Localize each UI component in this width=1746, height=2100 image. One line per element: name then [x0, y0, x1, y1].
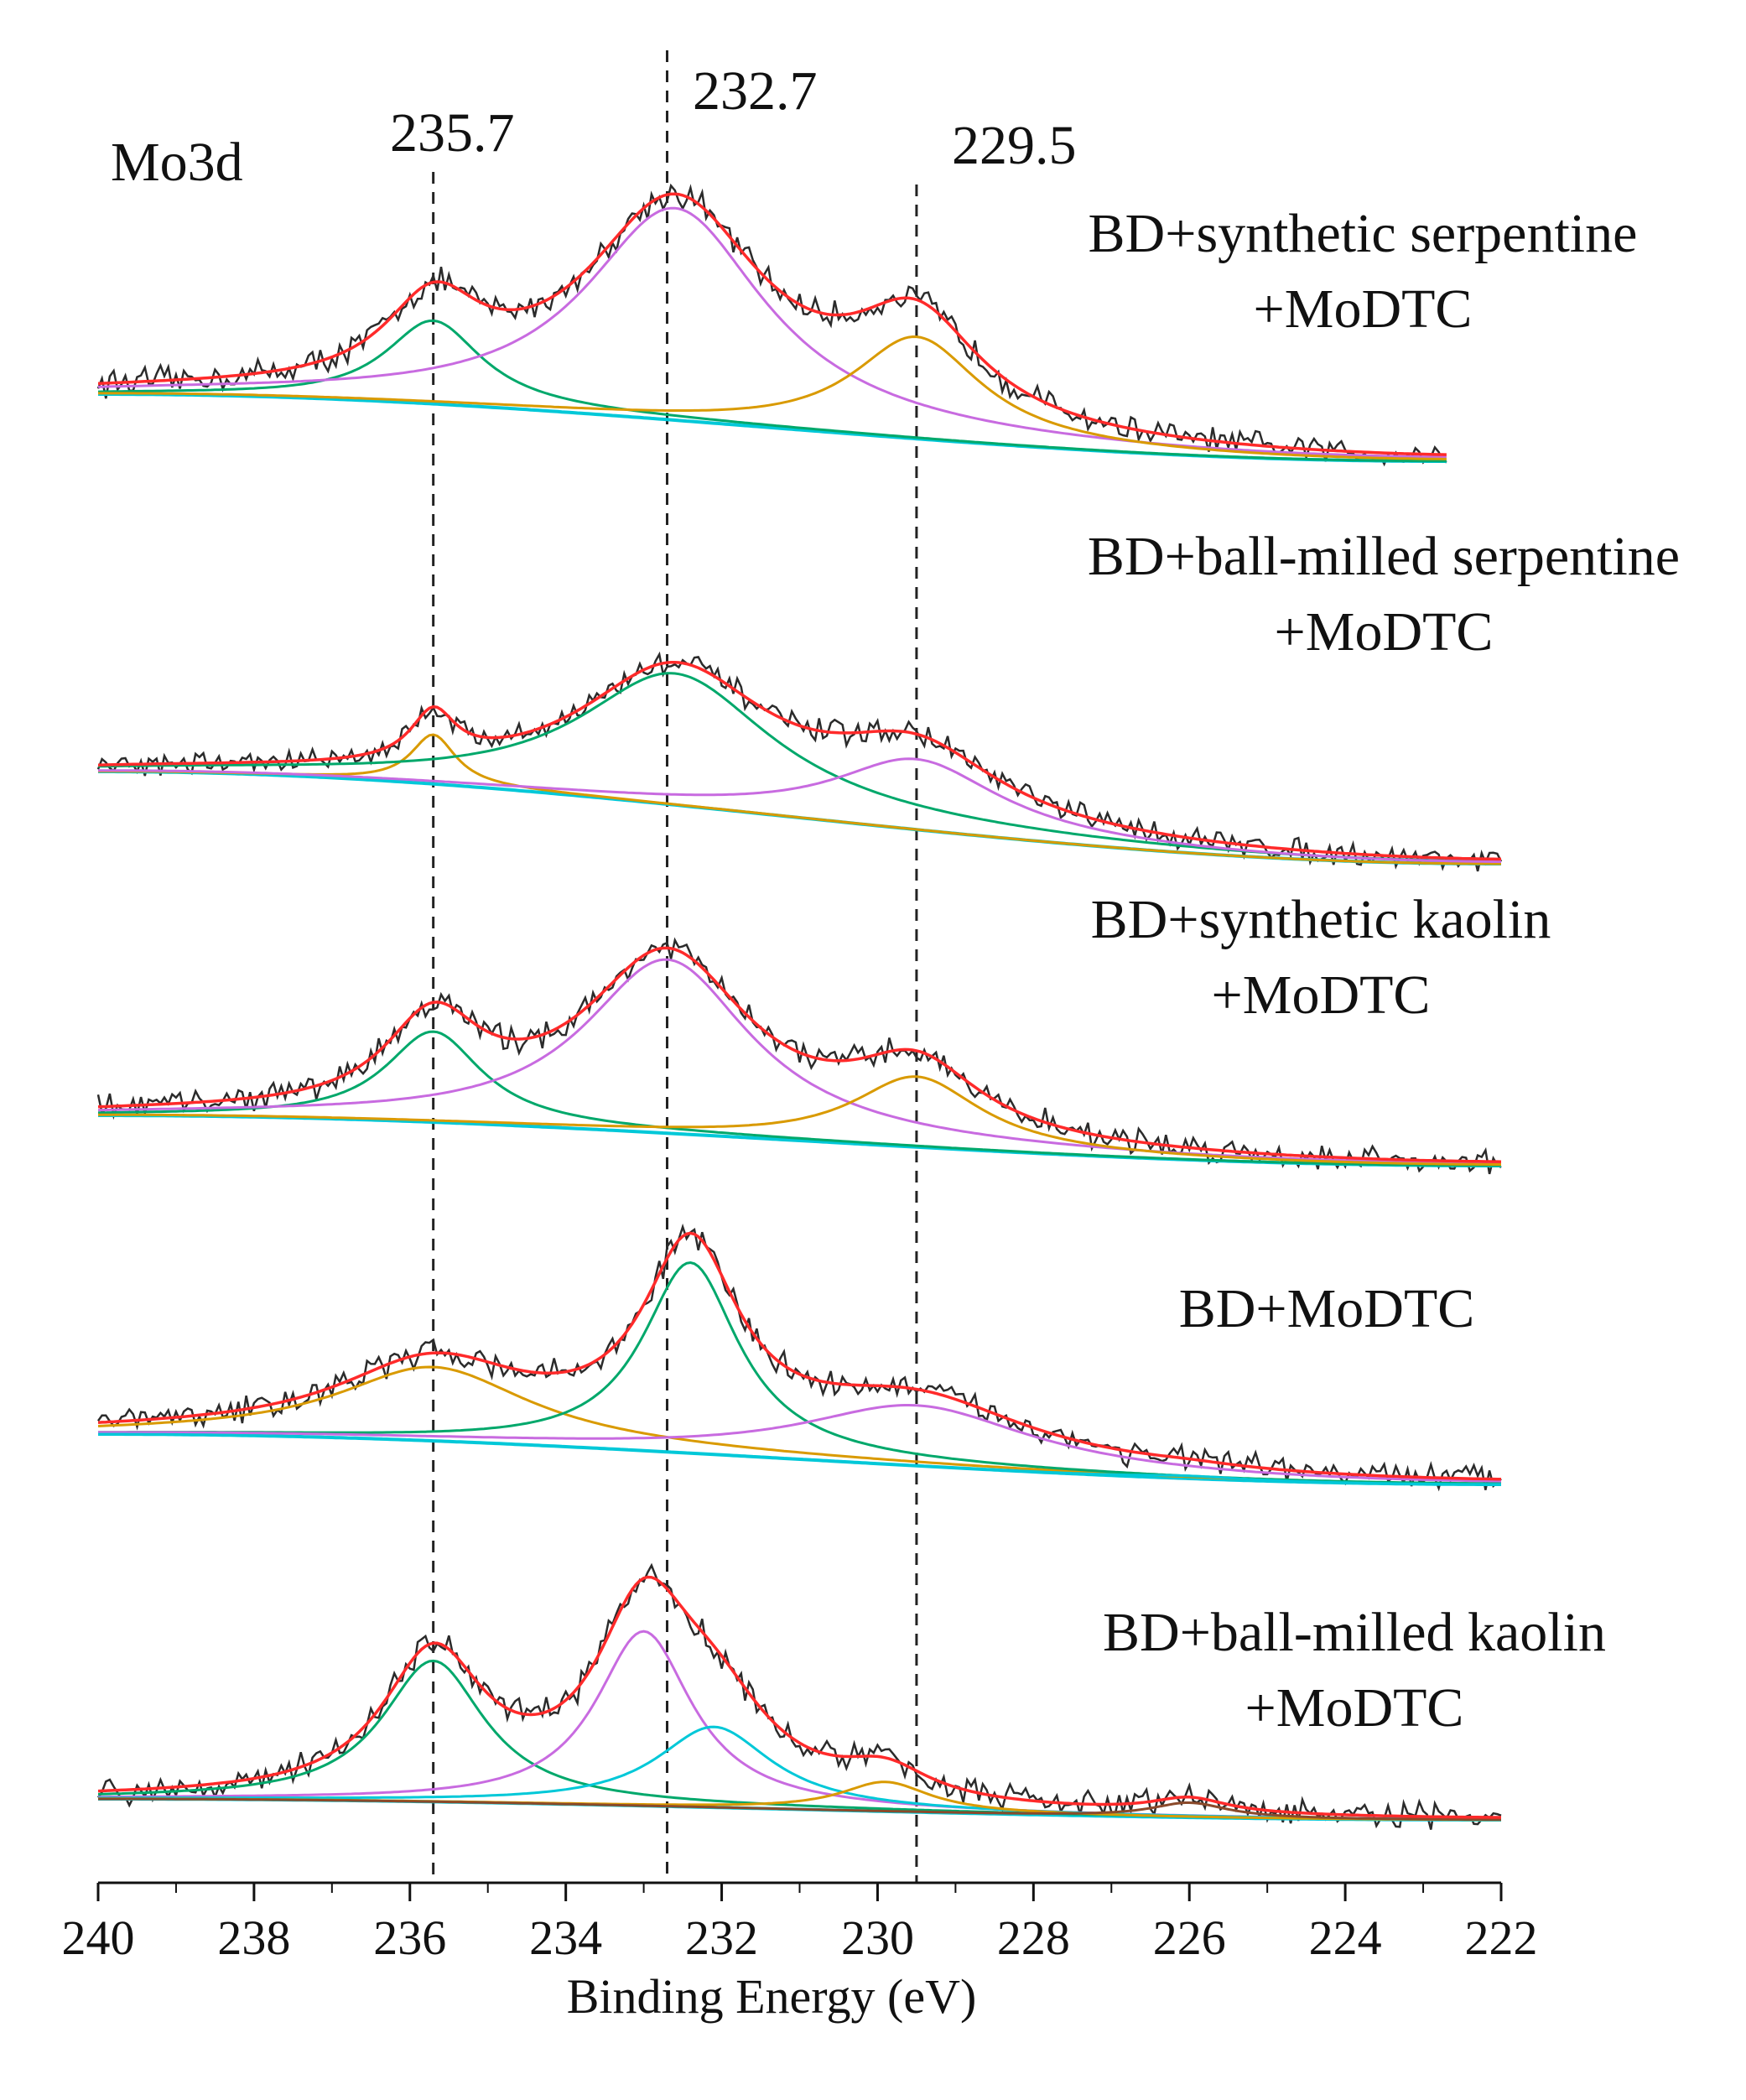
component-comp-229.5 [98, 757, 1501, 863]
component-comp-232.7 [98, 958, 1501, 1165]
x-tick-label-228: 228 [997, 1910, 1070, 1965]
envelope-fit-line [97, 1231, 1502, 1481]
x-axis: 240 238 236 234 232 230 228 226 224 222 Binding E… [62, 1881, 1538, 2024]
sample-label-2-line2: +MoDTC [1275, 601, 1494, 663]
envelope-fit-line [97, 946, 1502, 1163]
spectrum-4 [96, 1223, 1502, 1492]
sample-label-1-line1: BD+synthetic serpentine [1089, 203, 1638, 264]
x-tick-label-226: 226 [1153, 1910, 1226, 1965]
x-tick-label-236: 236 [373, 1910, 446, 1965]
sample-label-5-line2: +MoDTC [1245, 1677, 1464, 1739]
envelope-fit-line [97, 192, 1447, 456]
x-tick-label-238: 238 [217, 1910, 290, 1965]
component-comp-235.7 [97, 1030, 1501, 1167]
peak-label-2: 232.7 [693, 60, 818, 122]
component-comp-229.5 [98, 335, 1447, 460]
sample-label-2-line1: BD+ball-milled serpentine [1088, 526, 1680, 587]
spectrum-2 [96, 651, 1503, 872]
sample-label-1-line2: +MoDTC [1254, 278, 1473, 340]
sample-label-5-line1: BD+ball-milled kaolin [1103, 1602, 1606, 1663]
spectrum-3 [96, 937, 1502, 1175]
component-comp-232.6 [97, 206, 1447, 459]
spectra-stack [96, 183, 1503, 1830]
sample-label-4-line1: BD+MoDTC [1179, 1278, 1475, 1339]
x-tick-label-240: 240 [62, 1910, 135, 1965]
peak-label-1: 235.7 [390, 102, 515, 164]
component-comp-226.0 [98, 1432, 1501, 1486]
x-axis-title: Binding Energy (eV) [567, 1969, 977, 2024]
x-tick-label-230: 230 [841, 1910, 914, 1965]
x-tick-label-224: 224 [1309, 1910, 1382, 1965]
x-axis-ticks: 240 238 236 234 232 230 228 226 224 222 [62, 1883, 1538, 1965]
x-tick-label-222: 222 [1465, 1910, 1538, 1965]
panel-title: Mo3d [111, 132, 243, 193]
sample-labels: BD+synthetic serpentine +MoDTC BD+ball-m… [1088, 203, 1680, 1739]
spectrum-1 [96, 183, 1447, 467]
component-comp-226.0 [98, 1797, 1501, 1822]
component-comp-229.5 [98, 1075, 1501, 1166]
sample-label-3-line1: BD+synthetic kaolin [1091, 889, 1551, 950]
spectrum-5 [96, 1562, 1502, 1830]
reference-lines [432, 50, 918, 1883]
envelope-fit-line [97, 660, 1501, 861]
peak-label-3: 229.5 [952, 115, 1077, 176]
envelope-fit-line [97, 1575, 1501, 1819]
sample-label-3-line2: +MoDTC [1212, 964, 1431, 1026]
x-tick-label-232: 232 [685, 1910, 758, 1965]
component-comp-229.5 [98, 1404, 1502, 1483]
x-tick-label-234: 234 [529, 1910, 602, 1965]
